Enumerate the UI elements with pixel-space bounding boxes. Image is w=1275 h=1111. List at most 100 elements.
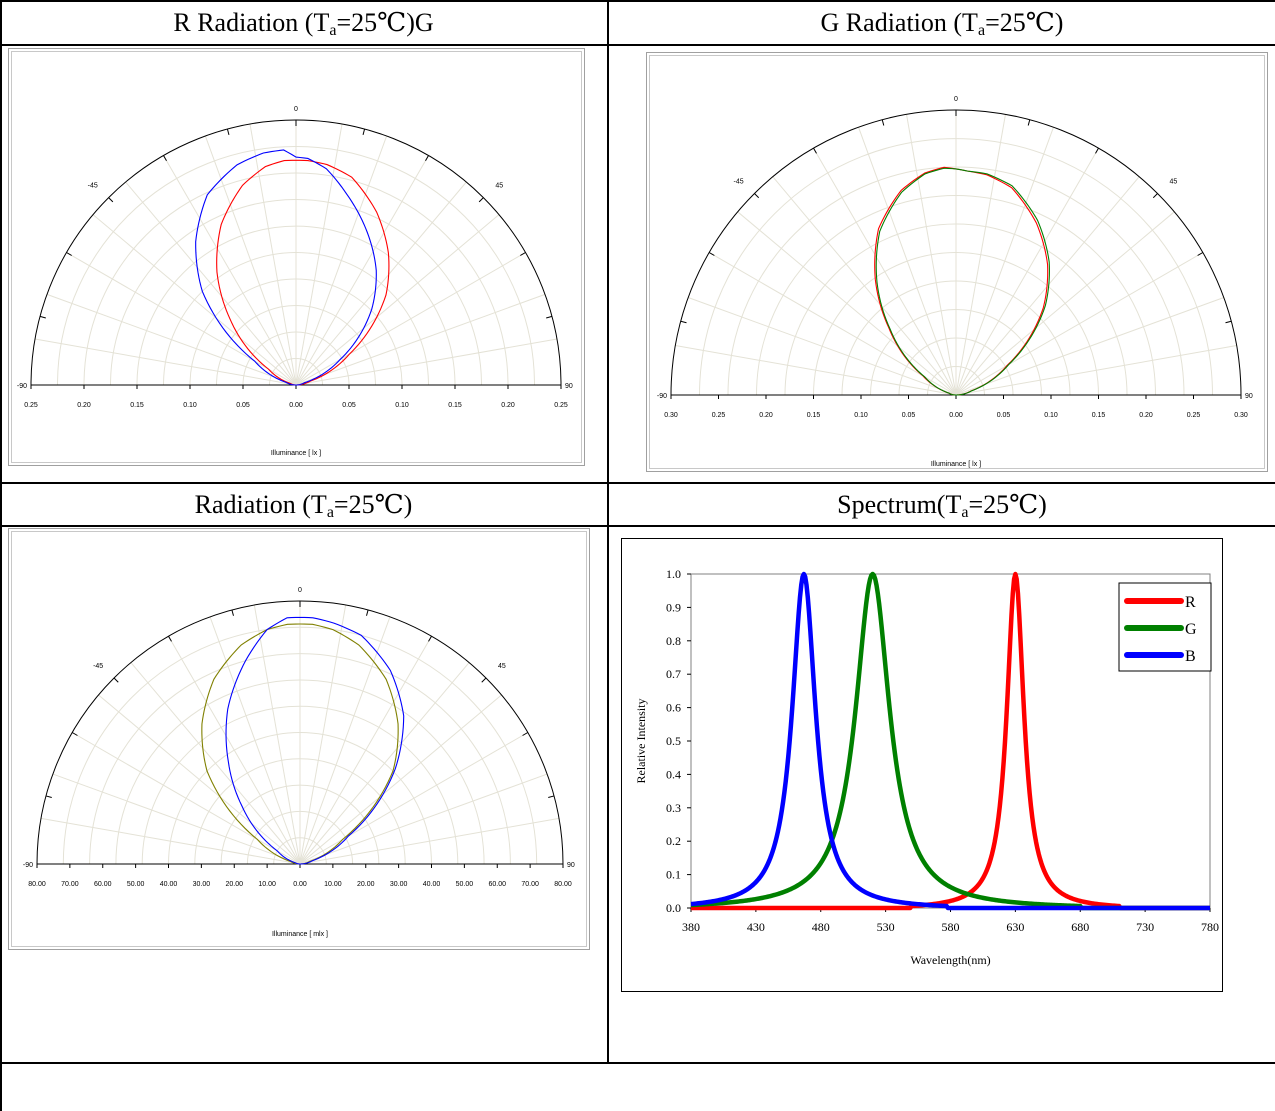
radius-grid-arc	[168, 732, 432, 865]
y-axis-label: Relative Intensity	[634, 699, 648, 784]
radius-grid-arc	[136, 225, 456, 386]
y-tick-label: 0.7	[666, 667, 681, 681]
angle-label: 0	[954, 96, 958, 103]
x-tick-label: 680	[1071, 920, 1089, 934]
angle-tick	[1095, 147, 1099, 154]
radial-tick-label: 0.05	[236, 402, 250, 409]
radial-tick-label: 60.00	[488, 881, 506, 888]
x-tick-label: 580	[942, 920, 960, 934]
spectrum-line-chart: 0.0 0.1 0.2 0.3 0.4 0.5 0.6 0.7 0.8 0.9 1.0 380 430 4…	[621, 538, 1223, 992]
angle-tick	[548, 795, 555, 798]
angle-label: -45	[93, 663, 103, 670]
angle-tick	[113, 677, 119, 683]
x-tick-label: 430	[747, 920, 765, 934]
angle-label: 45	[498, 663, 506, 670]
polar-series-1	[216, 159, 390, 386]
polar-series-2	[875, 167, 1050, 396]
angle-label: 90	[567, 862, 575, 869]
radius-grid-arc	[141, 705, 459, 865]
radial-tick-label: 20.00	[357, 881, 375, 888]
radial-tick-label: 0.30	[664, 412, 678, 419]
x-tick-label: 630	[1006, 920, 1024, 934]
radial-tick-label: 20.00	[225, 881, 243, 888]
angle-tick	[481, 677, 487, 683]
y-tick-label: 0.8	[666, 634, 681, 648]
angle-tick	[425, 155, 429, 161]
plot-frame-inner	[649, 55, 1265, 469]
radiation-svg: -90 -45 0 45 90 80.00 70.00 60.00 50.00 40.00 30.0…	[8, 528, 590, 950]
polar-axis-label: Illuminance [ mlx ]	[272, 931, 328, 938]
radius-grid-arc	[194, 758, 406, 865]
radial-tick-label: 0.20	[1139, 412, 1153, 419]
title-r-radiation: R Radiation (Ta=25℃)G	[173, 8, 434, 39]
angle-label: 0	[298, 587, 302, 594]
radial-tick-label: 30.00	[193, 881, 211, 888]
radial-tick-label: 0.25	[554, 402, 568, 409]
legend-label-G: G	[1185, 621, 1197, 638]
angle-tick	[1027, 119, 1031, 126]
radius-grid-arc	[115, 679, 485, 865]
angle-label: -90	[17, 383, 27, 390]
angle-tick	[71, 732, 78, 736]
radius-grid-arc	[110, 199, 482, 386]
y-tick-label: 0.6	[666, 701, 681, 715]
angle-label: 45	[1170, 179, 1178, 186]
radial-tick-label: 80.00	[28, 881, 46, 888]
angle-tick	[1225, 320, 1232, 324]
radial-tick-label: 50.00	[456, 881, 474, 888]
table-column-divider	[607, 0, 609, 1063]
r-radiation-polar-chart: -90 -45 0 45 90 0.25 0.20 0.15 0.10 0.05 0.00 0.05 0…	[8, 48, 585, 466]
angle-tick	[108, 197, 114, 203]
angle-label: -45	[88, 183, 98, 190]
legend-label-B: B	[1185, 648, 1196, 665]
radial-tick-label: 10.00	[324, 881, 342, 888]
angle-tick	[1152, 193, 1158, 199]
radial-tick-label: 40.00	[160, 881, 178, 888]
radius-grid-arc	[57, 146, 535, 386]
plot-frame	[646, 52, 1268, 472]
radial-tick-label: 0.10	[1044, 412, 1058, 419]
angle-label: 90	[565, 383, 573, 390]
title-g-radiation: G Radiation (Ta=25℃)	[820, 8, 1064, 39]
angle-tick	[813, 147, 817, 154]
angle-label: -90	[23, 862, 33, 869]
radial-tick-label: 50.00	[127, 881, 145, 888]
plot-frame	[8, 528, 590, 950]
radial-tick-label: 60.00	[94, 881, 112, 888]
polar-series-2	[195, 149, 377, 386]
angle-tick	[478, 197, 484, 203]
series-line-B	[690, 571, 1211, 911]
x-tick-label: 480	[812, 920, 830, 934]
radius-grid-arc	[699, 138, 1213, 396]
radius-grid-arc	[841, 280, 1071, 396]
angle-tick	[428, 635, 432, 642]
angle-label: -90	[657, 393, 667, 400]
y-tick-label: 0.5	[666, 734, 681, 748]
combined-radiation-polar-chart: -90 -45 0 45 90 80.00 70.00 60.00 50.00 40.00 30.0…	[8, 528, 590, 950]
radius-grid-arc	[813, 252, 1099, 396]
title-radiation: Radiation (Ta=25℃)	[194, 490, 413, 521]
radius-grid-arc	[727, 166, 1185, 396]
radial-tick-label: 0.00	[293, 881, 307, 888]
radius-grid-arc	[898, 337, 1014, 396]
radial-tick-label: 0.25	[1187, 412, 1201, 419]
radial-tick-label: 0.30	[1234, 412, 1248, 419]
table-border-left	[0, 0, 2, 1111]
radial-tick-label: 0.25	[712, 412, 726, 419]
polar-series-1	[201, 623, 399, 865]
radial-tick-label: 0.10	[854, 412, 868, 419]
spectrum-svg: 0.0 0.1 0.2 0.3 0.4 0.5 0.6 0.7 0.8 0.9 1.0 380 430 4…	[621, 538, 1223, 992]
table-row-divider	[0, 525, 1275, 527]
r_radiation-svg: -90 -45 0 45 90 0.25 0.20 0.15 0.10 0.05 0.00 0.05 0…	[8, 48, 585, 466]
polar-axis-label: Illuminance [ lx ]	[931, 461, 981, 468]
angle-tick	[163, 155, 167, 161]
radius-grid-arc	[83, 172, 509, 386]
radius-grid-arc	[784, 223, 1128, 396]
x-tick-label: 380	[682, 920, 700, 934]
angle-tick	[680, 320, 687, 324]
radius-grid-arc	[246, 810, 354, 865]
angle-tick	[546, 315, 553, 319]
radius-grid-arc	[273, 837, 327, 865]
polar-series-2	[225, 616, 405, 865]
